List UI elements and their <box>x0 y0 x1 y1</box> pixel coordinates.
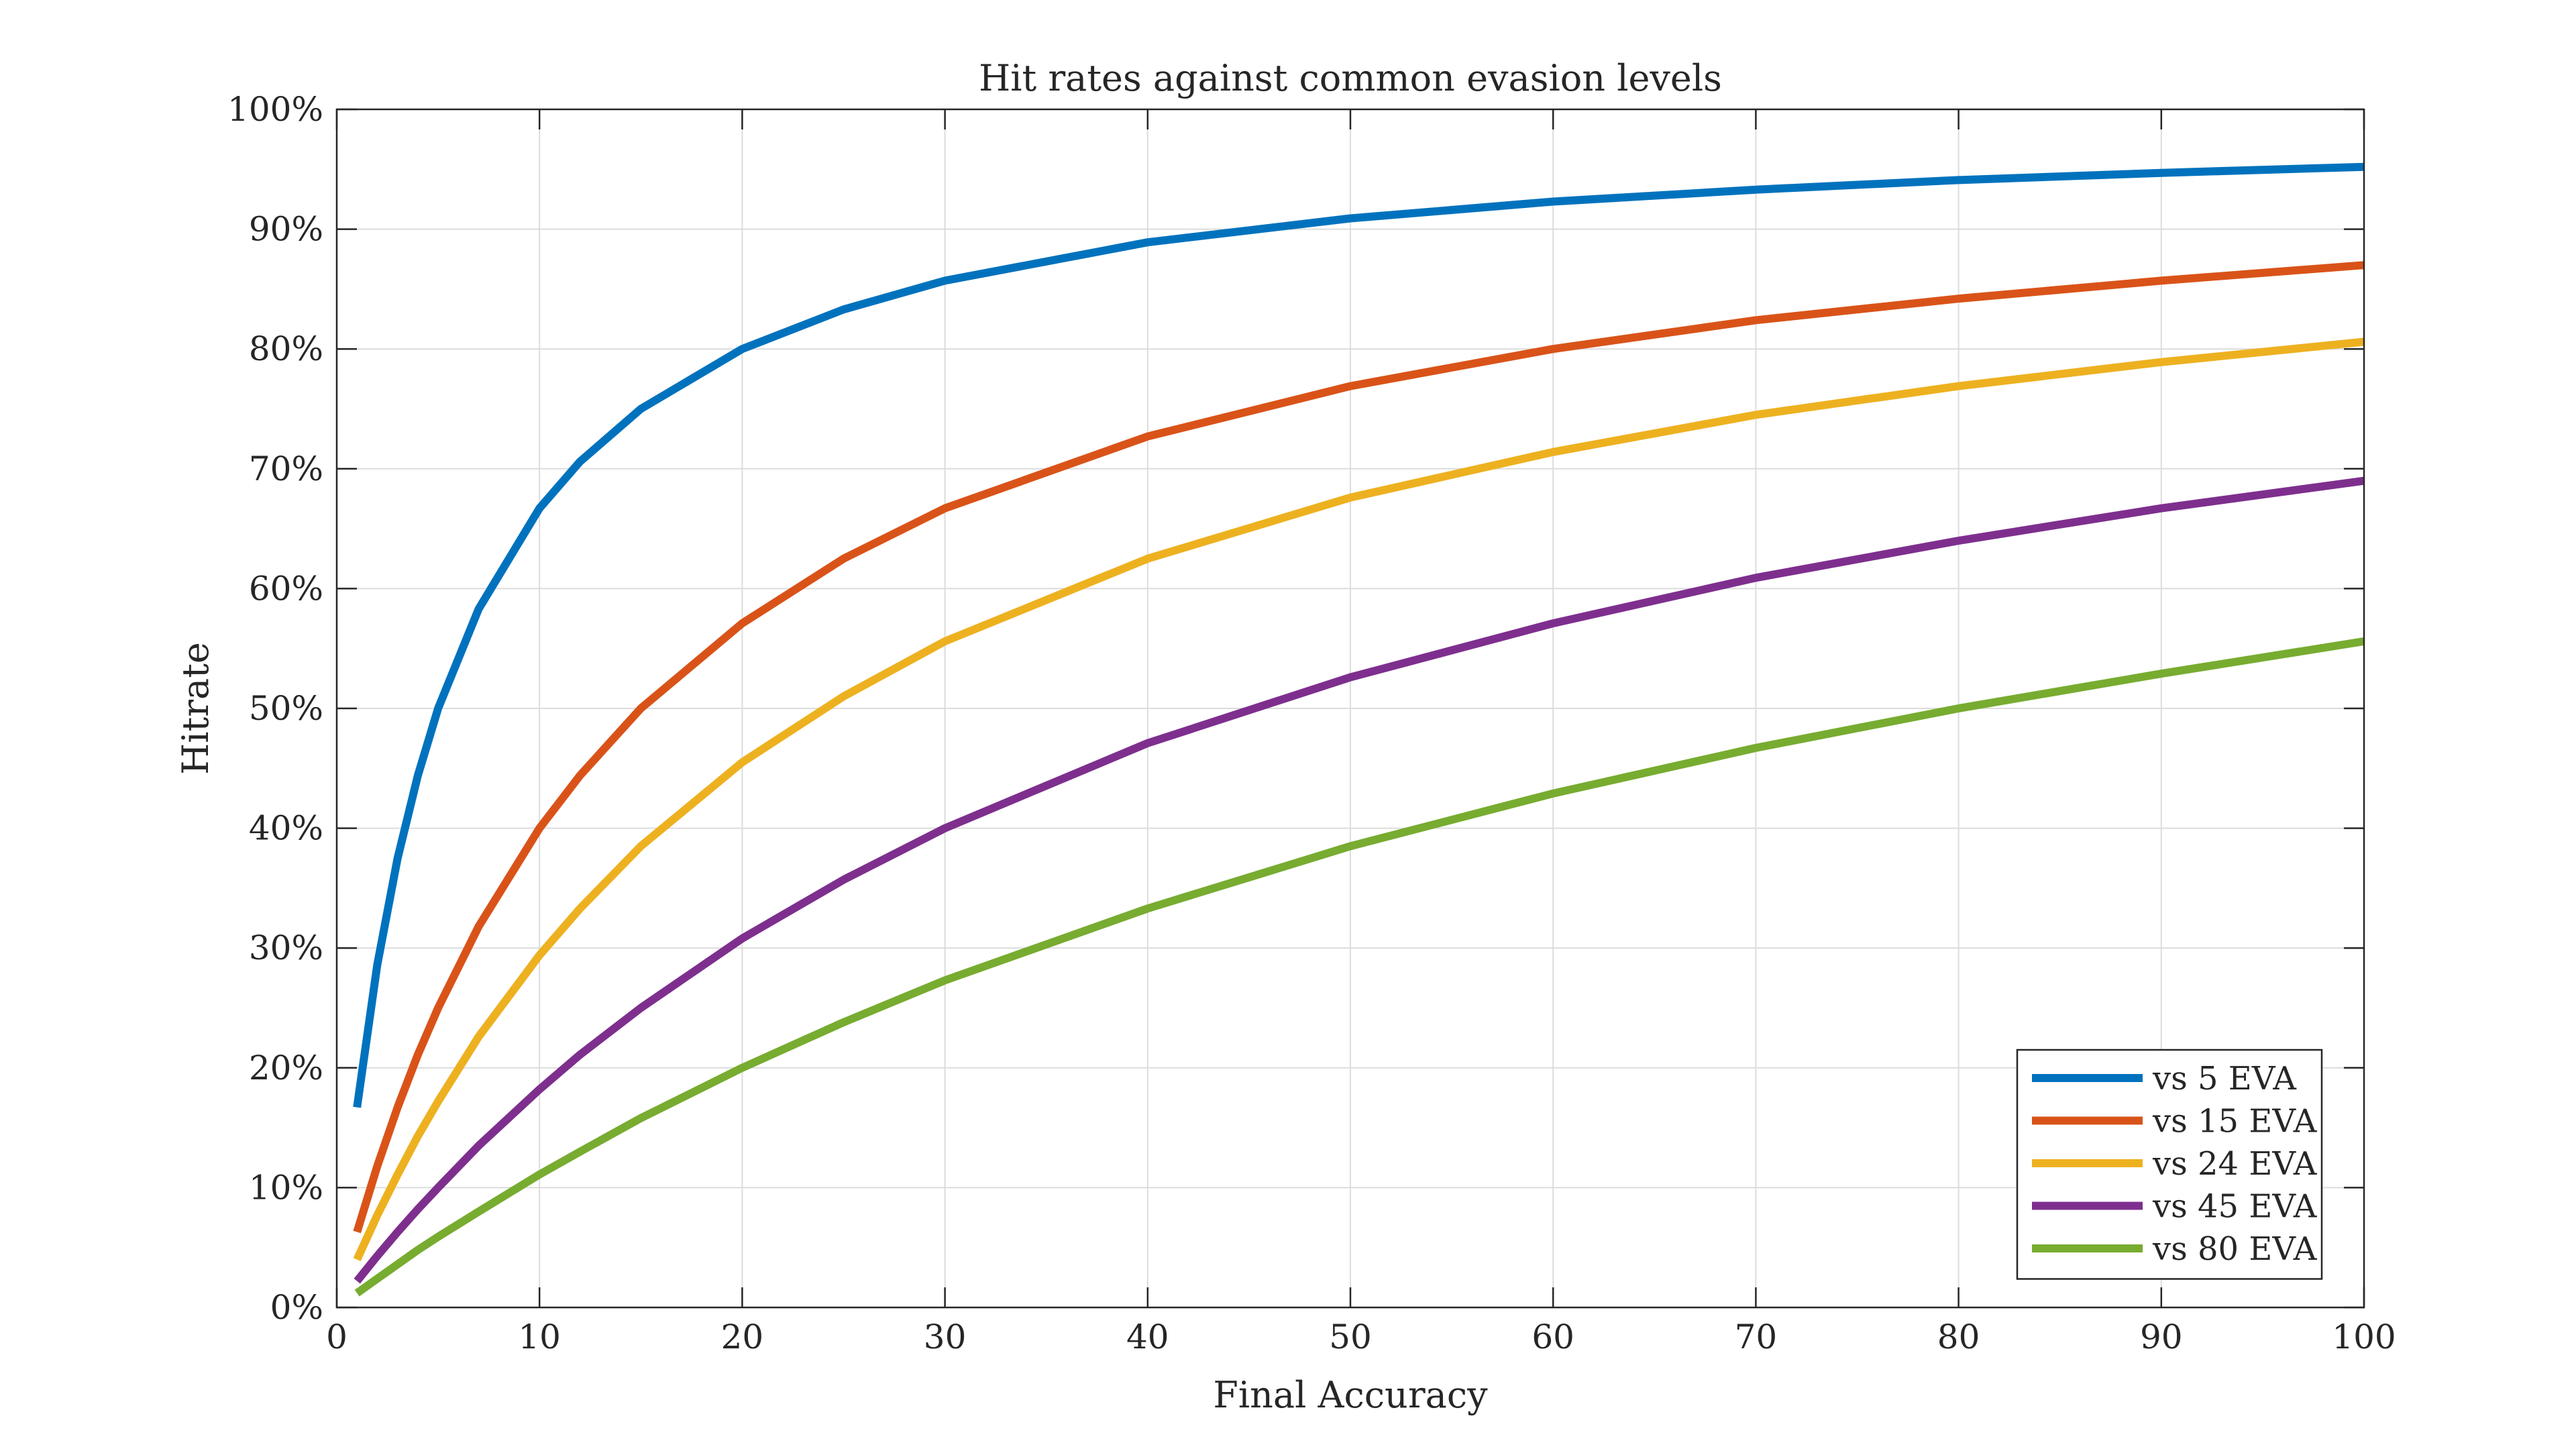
series-line-2 <box>353 261 2365 1234</box>
y-axis-label: Hitrate <box>174 642 217 775</box>
legend-label-2: vs 15 EVA <box>2152 1103 2318 1140</box>
legend-label-3: vs 24 EVA <box>2152 1145 2318 1183</box>
series-line-3 <box>353 337 2365 1262</box>
y-tick-label: 30% <box>249 928 323 967</box>
x-tick-label: 100 <box>2332 1318 2396 1356</box>
y-tick-label: 70% <box>249 449 323 488</box>
x-tick-label: 80 <box>1937 1318 1980 1356</box>
series-layer <box>353 162 2365 1297</box>
x-tick-label: 10 <box>518 1318 561 1356</box>
x-tick-label: 90 <box>2140 1318 2183 1356</box>
y-tick-label: 50% <box>249 689 323 728</box>
legend: vs 5 EVA vs 15 EVA vs 24 EVA vs 45 EVA vs 80… <box>2016 1049 2323 1280</box>
y-tick-label: 20% <box>249 1049 323 1087</box>
y-tick-label: 40% <box>249 809 323 848</box>
x-tick-label: 0 <box>326 1318 347 1356</box>
x-tick-label: 30 <box>924 1318 967 1356</box>
series-line-5 <box>354 637 2365 1297</box>
x-axis-label: Final Accuracy <box>1213 1374 1488 1416</box>
y-tick-label: 10% <box>249 1168 323 1207</box>
y-tick-label: 60% <box>249 569 323 608</box>
x-tick-label: 40 <box>1126 1318 1169 1356</box>
legend-label-5: vs 80 EVA <box>2152 1230 2318 1268</box>
x-tick-label: 50 <box>1329 1318 1372 1356</box>
y-tick-label: 80% <box>249 329 323 368</box>
x-tick-label: 60 <box>1532 1318 1574 1356</box>
y-tick-label: 0% <box>270 1288 323 1327</box>
x-tick-label: 20 <box>721 1318 764 1356</box>
y-tick-label: 90% <box>249 210 323 249</box>
chart-title: Hit rates against common evasion levels <box>979 57 1722 99</box>
y-tick-label: 100% <box>227 90 323 129</box>
x-tick-label: 70 <box>1735 1318 1778 1356</box>
series-line-4 <box>354 476 2365 1284</box>
legend-label-1: vs 5 EVA <box>2152 1060 2297 1097</box>
legend-label-4: vs 45 EVA <box>2152 1188 2318 1226</box>
ticks: 0 10 20 30 40 50 60 70 80 90 100 0% 10% 20% 30% 40% 50% 6… <box>227 90 2396 1356</box>
series-line-1 <box>353 162 2365 1108</box>
